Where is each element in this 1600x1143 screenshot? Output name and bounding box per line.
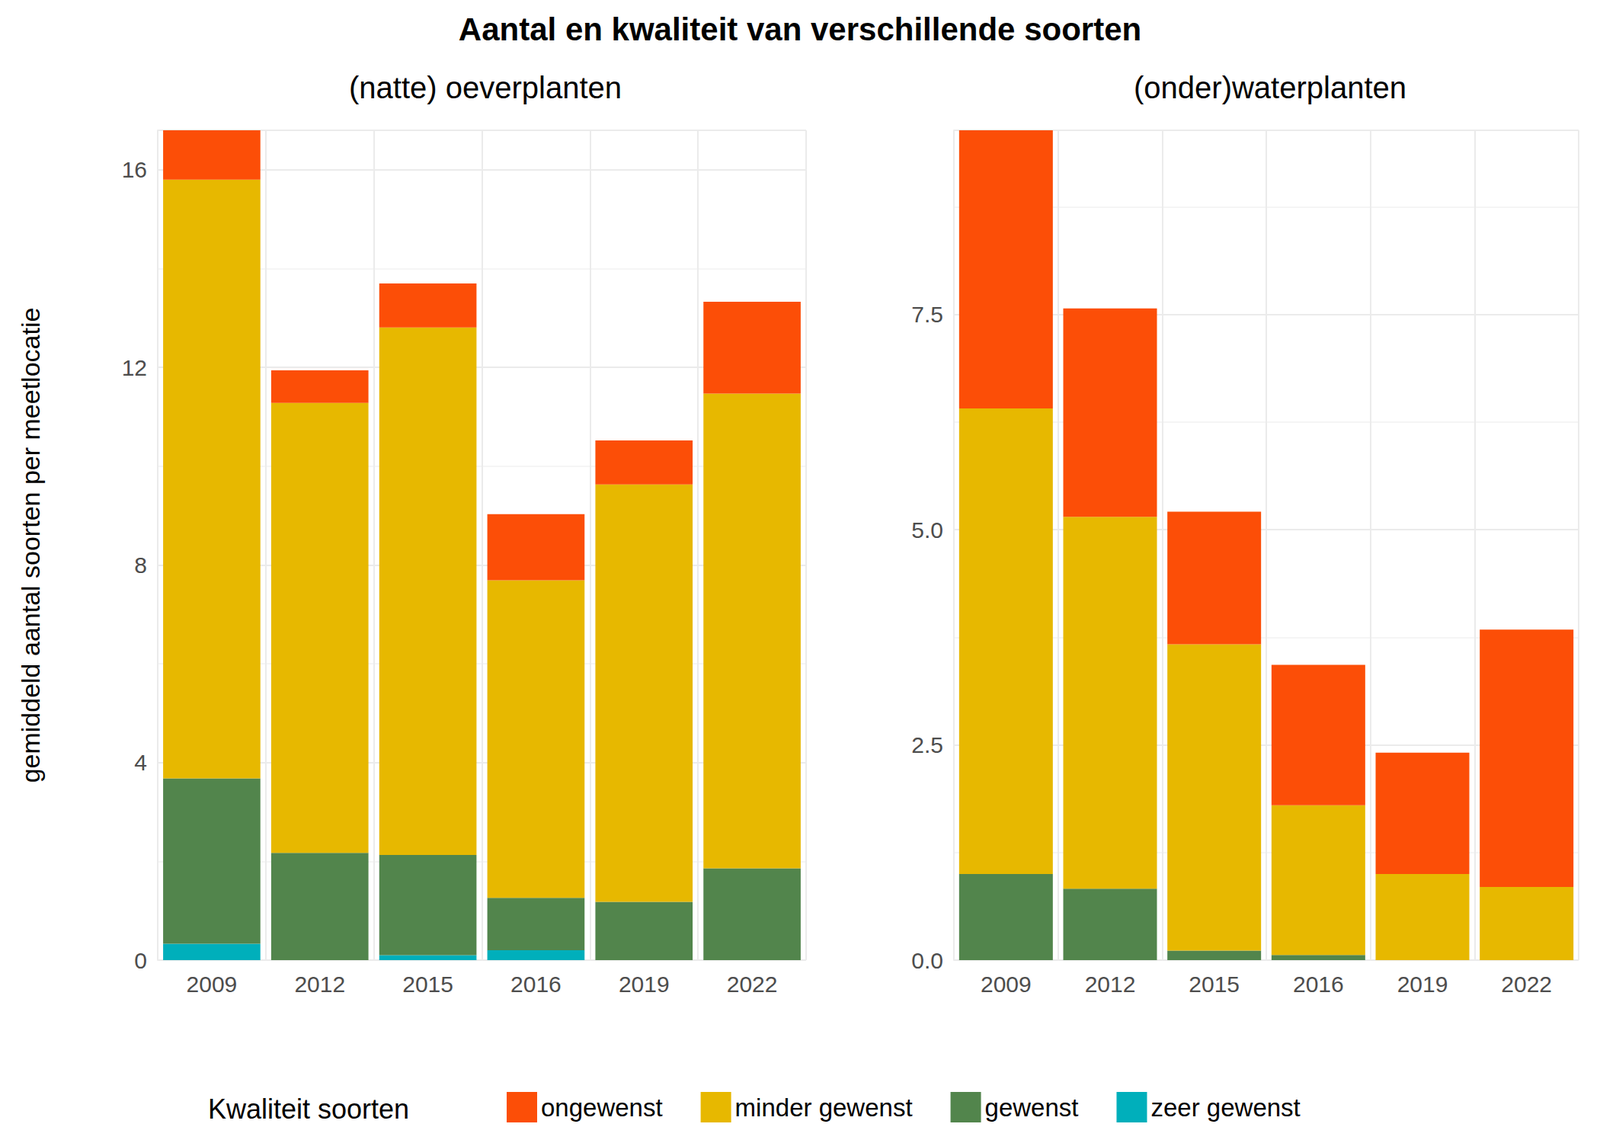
svg-text:7.5: 7.5	[911, 301, 944, 327]
svg-text:2015: 2015	[1188, 971, 1240, 997]
svg-text:2016: 2016	[1292, 971, 1344, 997]
svg-text:2009: 2009	[186, 971, 238, 997]
svg-text:ongewenst: ongewenst	[540, 1093, 663, 1122]
svg-text:5.0: 5.0	[911, 517, 944, 543]
svg-text:12: 12	[121, 355, 148, 381]
svg-text:4: 4	[134, 749, 148, 775]
svg-text:2012: 2012	[294, 971, 346, 997]
svg-text:2015: 2015	[402, 971, 454, 997]
svg-text:2.5: 2.5	[911, 732, 944, 758]
svg-text:(onder)waterplanten: (onder)waterplanten	[1133, 70, 1407, 105]
svg-text:2009: 2009	[980, 971, 1032, 997]
svg-text:minder gewenst: minder gewenst	[735, 1093, 913, 1122]
svg-text:16: 16	[121, 156, 148, 183]
svg-text:Aantal en kwaliteit van versch: Aantal en kwaliteit van verschillende so…	[458, 11, 1142, 48]
svg-text:gemiddeld aantal soorten per m: gemiddeld aantal soorten per meetlocatie	[16, 307, 45, 784]
svg-text:2016: 2016	[510, 971, 562, 997]
svg-text:0.0: 0.0	[911, 947, 944, 973]
svg-text:(natte) oeverplanten: (natte) oeverplanten	[348, 70, 622, 105]
svg-text:0: 0	[134, 947, 148, 973]
svg-text:Kwaliteit soorten: Kwaliteit soorten	[208, 1093, 410, 1125]
svg-text:zeer gewenst: zeer gewenst	[1150, 1093, 1300, 1122]
svg-text:2019: 2019	[618, 971, 670, 997]
svg-text:2019: 2019	[1397, 971, 1449, 997]
svg-text:8: 8	[134, 552, 148, 578]
svg-text:2022: 2022	[1500, 971, 1552, 997]
svg-text:2012: 2012	[1084, 971, 1136, 997]
svg-text:gewenst: gewenst	[985, 1093, 1079, 1122]
svg-text:2022: 2022	[726, 971, 778, 997]
